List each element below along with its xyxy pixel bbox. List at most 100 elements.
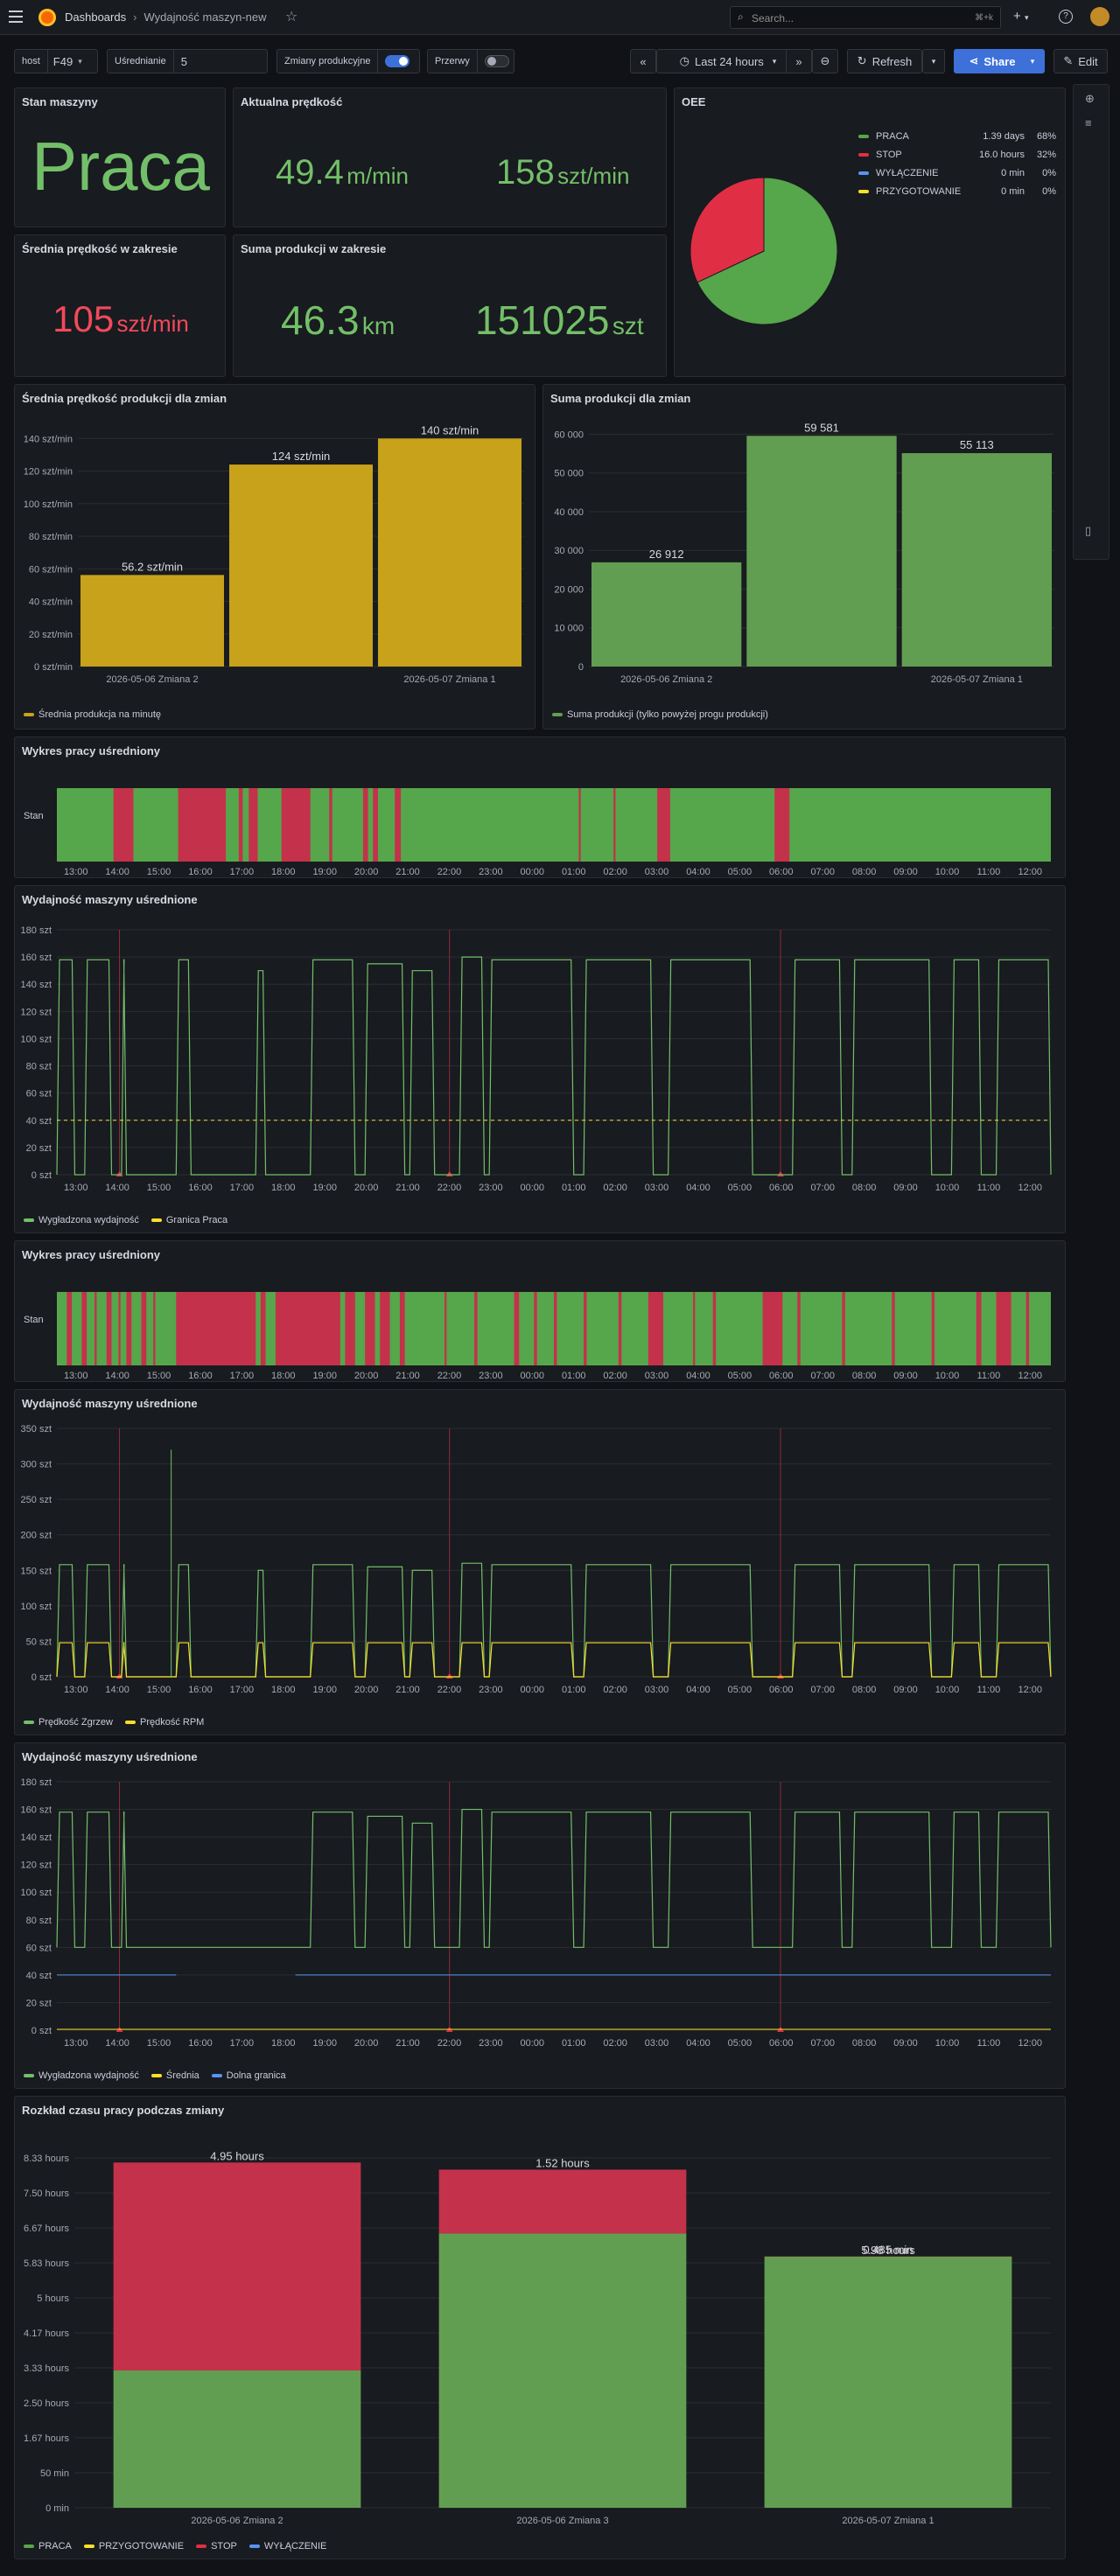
search-shortcut: ⌘+k — [975, 13, 993, 23]
legend-item[interactable]: Prędkość Zgrzew — [24, 1717, 113, 1728]
x-tick-label: 18:00 — [271, 1685, 296, 1695]
legend-item[interactable]: Wygładzona wydajność — [24, 2070, 139, 2081]
grafana-logo[interactable] — [38, 9, 56, 26]
legend-label: WYŁĄCZENIE — [263, 2541, 327, 2552]
x-tick-label: 00:00 — [521, 1183, 545, 1193]
y-tick-label: 140 szt — [21, 1833, 52, 1843]
x-tick-label: 16:00 — [188, 1685, 213, 1695]
x-tick-label: 06:00 — [769, 1371, 794, 1381]
x-tick-label: 11:00 — [977, 1183, 1001, 1193]
chart-legend: Wygładzona wydajność Średnia Dolna grani… — [24, 2070, 286, 2081]
outline-icon[interactable]: ≡ — [1085, 116, 1092, 129]
row-label: Stan — [24, 811, 44, 821]
edit-button[interactable]: ✎ Edit — [1054, 49, 1108, 73]
x-tick-label: 23:00 — [479, 1183, 503, 1193]
x-tick-label: 19:00 — [312, 867, 337, 877]
y-tick-label: 150 szt — [21, 1566, 52, 1576]
x-tick-label: 12:00 — [1018, 1371, 1043, 1381]
zoom-out-button[interactable]: ⊖ — [812, 49, 838, 73]
host-select[interactable]: F49 — [52, 54, 74, 68]
series-line-rpm — [56, 1642, 1052, 1678]
x-tick-label: 22:00 — [438, 867, 462, 877]
legend-label: PRACA — [38, 2541, 72, 2552]
refresh-button[interactable]: ↻ Refresh — [847, 49, 922, 73]
help-icon[interactable]: ? — [1059, 10, 1073, 24]
avg-speed-value: 105 — [52, 298, 115, 339]
chart-legend: Wygładzona wydajność Granica Praca — [24, 1215, 228, 1225]
chart-legend: Prędkość Zgrzew Prędkość RPM — [24, 1717, 204, 1728]
search-box[interactable]: ⌕ Search... ⌘+k — [730, 6, 1001, 29]
legend-item[interactable]: Prędkość RPM — [124, 1717, 204, 1728]
dock-panel-icon[interactable]: ▯ — [1085, 524, 1092, 537]
legend-item[interactable]: Wygładzona wydajność — [24, 1215, 139, 1225]
x-tick-label: 11:00 — [977, 1685, 1001, 1695]
x-tick-label: 14:00 — [105, 2038, 130, 2049]
x-tick-label: 10:00 — [935, 2038, 960, 2049]
legend-row-wylaczenie[interactable]: WYŁĄCZENIE 0 min 0% — [858, 164, 1056, 182]
x-tick-label: 04:00 — [686, 1183, 710, 1193]
state-segment-stop — [126, 1292, 132, 1365]
y-tick-label: 60 szt/min — [29, 564, 73, 575]
legend-row-praca[interactable]: PRACA 1.39 days 68% — [858, 127, 1056, 145]
time-range-picker[interactable]: ◷ Last 24 hours ▾ — [656, 49, 800, 73]
panel-title: Wydajność maszyny uśrednione — [22, 893, 198, 906]
legend-item[interactable]: WYŁĄCZENIE — [248, 2541, 327, 2552]
time-back-button[interactable]: « — [630, 49, 656, 73]
avg-input[interactable]: 5 — [180, 54, 187, 68]
share-menu-button[interactable]: ▾ — [1020, 49, 1045, 73]
x-tick-label: 09:00 — [893, 1371, 918, 1381]
legend-item[interactable]: Dolna granica — [211, 2070, 286, 2081]
state-timeline: 13:00 14:00 15:00 16:00 17:00 18:00 19:00 20:00… — [57, 1292, 1051, 1381]
legend-pct: 68% — [1036, 130, 1056, 142]
shifts-toggle[interactable] — [385, 55, 410, 67]
new-menu-button[interactable]: + ▾ — [1013, 9, 1028, 24]
legend-item[interactable]: Średnia — [150, 2070, 200, 2081]
share-icon: ⋖ — [969, 54, 979, 67]
legend-item[interactable]: Granica Praca — [150, 1215, 228, 1225]
search-icon: ⌕ — [738, 10, 744, 23]
legend-item[interactable]: PRZYGOTOWANIE — [83, 2541, 184, 2552]
state-segment-stop — [153, 1292, 156, 1365]
x-tick-label: 09:00 — [893, 1183, 918, 1193]
x-tick-label: 03:00 — [645, 1685, 669, 1695]
x-tick-label: 10:00 — [935, 867, 960, 877]
x-tick-label: 21:00 — [396, 1371, 420, 1381]
panel-shift-speed: Średnia prędkość produkcji dla zmian 0 s… — [14, 384, 536, 730]
avatar[interactable] — [1090, 7, 1110, 26]
breaks-toggle[interactable] — [484, 55, 509, 67]
legend-label: STOP — [211, 2541, 237, 2552]
add-panel-icon[interactable]: ⊕ — [1085, 92, 1095, 105]
search-input[interactable]: Search... — [752, 12, 794, 24]
breadcrumb-dashboards[interactable]: Dashboards — [65, 10, 127, 24]
state-timeline: 13:00 14:00 15:00 16:00 17:00 18:00 19:00 20:00… — [57, 788, 1051, 877]
refresh-icon: ↻ — [857, 54, 867, 67]
x-tick-label: 03:00 — [645, 867, 669, 877]
x-tick-label: 04:00 — [686, 1685, 710, 1695]
legend-item[interactable]: STOP — [196, 2541, 237, 2552]
annotation-marker — [777, 1673, 785, 1679]
legend-row-przygotowanie[interactable]: PRZYGOTOWANIE 0 min 0% — [858, 182, 1056, 200]
pencil-icon: ✎ — [1063, 54, 1074, 67]
legend-row-stop[interactable]: STOP 16.0 hours 32% — [858, 145, 1056, 164]
refresh-interval-button[interactable]: ▾ — [922, 49, 945, 73]
host-variable: host F49 ▾ — [14, 49, 98, 73]
star-icon[interactable]: ☆ — [285, 10, 298, 24]
state-segment-stop — [648, 1292, 663, 1365]
x-tick-label: 09:00 — [893, 1685, 918, 1695]
panel-shift-sum: Suma produkcji dla zmian 0 10 000 20 000 30… — [542, 384, 1066, 730]
legend-label: Dolna granica — [226, 2070, 286, 2081]
performance-chart: 0 szt 20 szt 40 szt 60 szt 80 szt 100 szt 120 … — [21, 1777, 1052, 2049]
chevron-down-icon[interactable]: ▾ — [78, 56, 82, 66]
y-tick-label: 120 szt — [21, 1007, 52, 1017]
refresh-label: Refresh — [872, 54, 913, 68]
state-segment-stop — [365, 1292, 375, 1365]
y-tick-label: 140 szt — [21, 980, 52, 990]
time-forward-button[interactable]: » — [786, 49, 812, 73]
x-tick-label: 14:00 — [105, 1183, 130, 1193]
hamburger-icon[interactable] — [9, 10, 23, 23]
share-button[interactable]: ⋖ Share — [954, 49, 1031, 73]
legend-item[interactable]: PRACA — [24, 2541, 72, 2552]
legend-item[interactable]: Suma produkcji (tylko powyżej progu prod… — [552, 709, 768, 720]
stack-segment-praca — [764, 2256, 1012, 2508]
legend-item[interactable]: Średnia produkcja na minutę — [24, 709, 161, 720]
